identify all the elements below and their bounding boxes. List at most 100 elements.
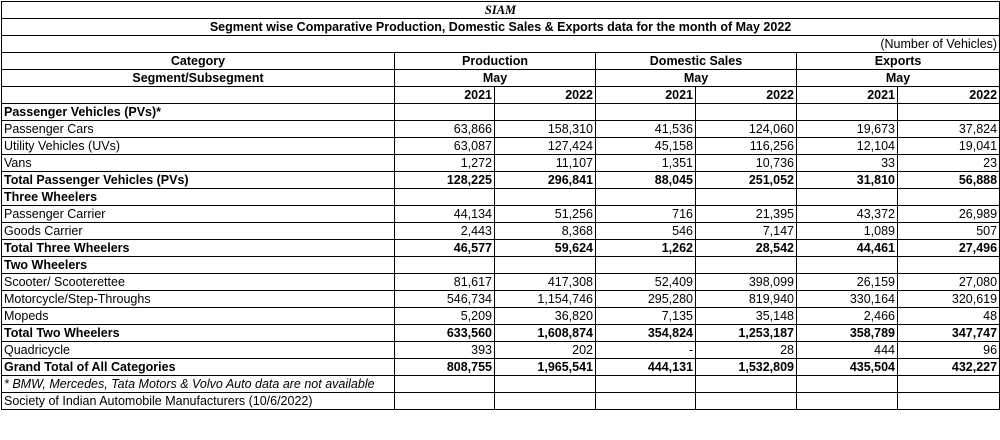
value-cell: 507 bbox=[896, 222, 1000, 240]
value-cell: 48 bbox=[896, 307, 1000, 325]
exports-2021-header: 2021 bbox=[796, 86, 898, 104]
value-cell bbox=[896, 188, 1000, 206]
subsegment-header: Segment/Subsegment bbox=[1, 69, 395, 87]
value-cell: 251,052 bbox=[695, 171, 797, 189]
value-cell: 1,253,187 bbox=[695, 324, 797, 342]
row-label: Motorcycle/Step-Throughs bbox=[1, 290, 395, 308]
value-cell: 59,624 bbox=[494, 239, 596, 257]
value-cell: 546 bbox=[595, 222, 696, 240]
value-cell: 116,256 bbox=[695, 137, 797, 155]
row-label: Passenger Cars bbox=[1, 120, 395, 138]
section-row: Two Wheelers bbox=[1, 256, 1000, 274]
value-cell: 7,135 bbox=[595, 307, 696, 325]
value-cell: 63,087 bbox=[394, 137, 495, 155]
value-cell: 8,368 bbox=[494, 222, 596, 240]
value-cell: 354,824 bbox=[595, 324, 696, 342]
category-header: Category bbox=[1, 52, 395, 70]
value-cell: 63,866 bbox=[394, 120, 495, 138]
total-row: Grand Total of All Categories 808,755 1,96… bbox=[1, 358, 1000, 376]
exports-month: May bbox=[795, 69, 1000, 87]
value-cell: 51,256 bbox=[494, 205, 596, 223]
total-row: Total Passenger Vehicles (PVs) 128,225 296… bbox=[1, 171, 1000, 189]
value-cell: 26,989 bbox=[896, 205, 1000, 223]
value-cell: 52,409 bbox=[595, 273, 696, 291]
table-row: Motorcycle/Step-Throughs 546,734 1,154,746… bbox=[1, 290, 1000, 308]
value-cell bbox=[494, 256, 596, 274]
total-row: Total Two Wheelers 633,560 1,608,874 354,82… bbox=[1, 324, 1000, 342]
value-cell: 1,089 bbox=[796, 222, 898, 240]
table-row: Mopeds 5,209 36,820 7,135 35,148 2,466 48 bbox=[1, 307, 1000, 325]
table-row: Quadricycle 393 202-28 444 96 bbox=[1, 341, 1000, 359]
empty-cell bbox=[695, 392, 797, 410]
empty-cell bbox=[394, 375, 495, 393]
value-cell: 1,532,809 bbox=[695, 358, 797, 376]
value-cell: 417,308 bbox=[494, 273, 596, 291]
value-cell: 37,824 bbox=[896, 120, 1000, 138]
value-cell: 444 bbox=[796, 341, 898, 359]
value-cell: 41,536 bbox=[595, 120, 696, 138]
empty-cell bbox=[896, 375, 1000, 393]
production-month: May bbox=[394, 69, 596, 87]
section-row: Three Wheelers bbox=[1, 188, 1000, 206]
row-label: Two Wheelers bbox=[1, 256, 395, 274]
row-label: Utility Vehicles (UVs) bbox=[1, 137, 395, 155]
domestic-2021-header: 2021 bbox=[595, 86, 696, 104]
production-header: Production bbox=[394, 52, 596, 70]
value-cell bbox=[494, 103, 596, 121]
value-cell bbox=[796, 103, 898, 121]
section-row: Passenger Vehicles (PVs)* bbox=[1, 103, 1000, 121]
value-cell: 435,504 bbox=[796, 358, 898, 376]
table-row: Goods Carrier 2,443 8,368 546 7,147 1,089 507 bbox=[1, 222, 1000, 240]
unit-note: (Number of Vehicles) bbox=[0, 35, 1000, 53]
value-cell: 56,888 bbox=[896, 171, 1000, 189]
source-note: Society of Indian Automobile Manufacture… bbox=[1, 392, 395, 410]
value-cell: 128,225 bbox=[394, 171, 495, 189]
header-spacer bbox=[1, 86, 395, 104]
domestic-2022-header: 2022 bbox=[695, 86, 797, 104]
value-cell: 2,443 bbox=[394, 222, 495, 240]
value-cell: 808,755 bbox=[394, 358, 495, 376]
value-cell: 330,164 bbox=[796, 290, 898, 308]
value-cell: 45,158 bbox=[595, 137, 696, 155]
value-cell: 432,227 bbox=[896, 358, 1000, 376]
row-label: Passenger Vehicles (PVs)* bbox=[1, 103, 395, 121]
value-cell bbox=[595, 103, 696, 121]
value-cell: 546,734 bbox=[394, 290, 495, 308]
value-cell: 81,617 bbox=[394, 273, 495, 291]
row-label: Goods Carrier bbox=[1, 222, 395, 240]
value-cell: 44,134 bbox=[394, 205, 495, 223]
empty-cell bbox=[796, 375, 898, 393]
table-row: Passenger Carrier 44,134 51,256 716 21,395 43… bbox=[1, 205, 1000, 223]
value-cell: 444,131 bbox=[595, 358, 696, 376]
value-cell: 11,107 bbox=[494, 154, 596, 172]
value-cell: 2,466 bbox=[796, 307, 898, 325]
value-cell: 26,159 bbox=[796, 273, 898, 291]
table-row: Passenger Cars 63,866 158,310 41,536 124,060… bbox=[1, 120, 1000, 138]
production-2022-header: 2022 bbox=[494, 86, 596, 104]
value-cell: 1,272 bbox=[394, 154, 495, 172]
value-cell: 23 bbox=[896, 154, 1000, 172]
value-cell bbox=[494, 188, 596, 206]
row-label: Quadricycle bbox=[1, 341, 395, 359]
data-table: SIAM Segment wise Comparative Production… bbox=[0, 1, 1000, 410]
value-cell: 398,099 bbox=[695, 273, 797, 291]
row-label: Grand Total of All Categories bbox=[1, 358, 395, 376]
empty-cell bbox=[796, 392, 898, 410]
empty-cell bbox=[595, 375, 696, 393]
value-cell: 35,148 bbox=[695, 307, 797, 325]
production-2021-header: 2021 bbox=[394, 86, 495, 104]
value-cell: 36,820 bbox=[494, 307, 596, 325]
row-label: Three Wheelers bbox=[1, 188, 395, 206]
empty-cell bbox=[494, 375, 596, 393]
value-cell: 1,608,874 bbox=[494, 324, 596, 342]
table-row: Vans 1,272 11,107 1,351 10,736 33 23 bbox=[1, 154, 1000, 172]
table-row: Scooter/ Scooterettee 81,617 417,308 52,409… bbox=[1, 273, 1000, 291]
value-cell bbox=[394, 103, 495, 121]
value-cell: 88,045 bbox=[595, 171, 696, 189]
value-cell: 819,940 bbox=[695, 290, 797, 308]
value-cell: 320,619 bbox=[896, 290, 1000, 308]
value-cell bbox=[695, 188, 797, 206]
value-cell: 716 bbox=[595, 205, 696, 223]
exports-header: Exports bbox=[795, 52, 1000, 70]
value-cell: - bbox=[595, 341, 696, 359]
